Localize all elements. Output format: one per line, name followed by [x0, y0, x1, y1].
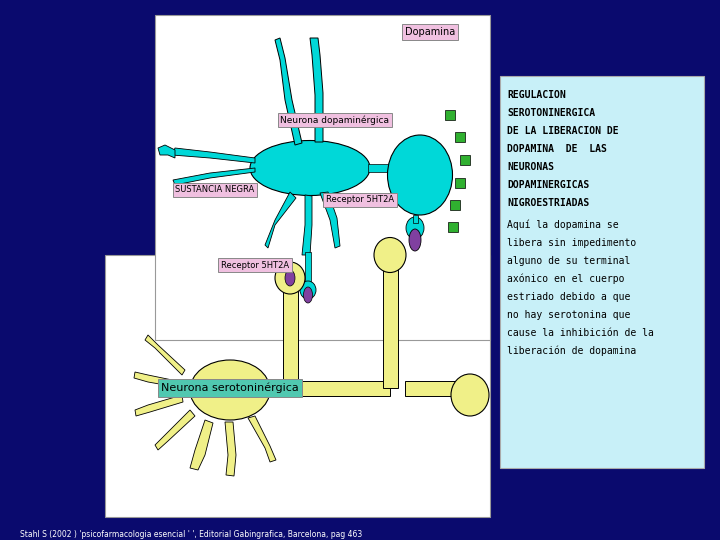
Polygon shape: [275, 38, 302, 145]
Ellipse shape: [300, 281, 316, 299]
Polygon shape: [134, 372, 182, 388]
Polygon shape: [248, 416, 276, 462]
Text: cause la inhibición de la: cause la inhibición de la: [507, 328, 654, 338]
Polygon shape: [158, 145, 175, 158]
Text: REGULACION: REGULACION: [507, 90, 566, 100]
Text: Neurona serotoninérgica: Neurona serotoninérgica: [161, 383, 299, 393]
Ellipse shape: [275, 262, 305, 294]
Text: SUSTANCIA NEGRA: SUSTANCIA NEGRA: [176, 186, 255, 194]
FancyBboxPatch shape: [455, 178, 465, 188]
Text: alguno de su terminal: alguno de su terminal: [507, 256, 631, 266]
Text: liberación de dopamina: liberación de dopamina: [507, 346, 636, 356]
FancyArrow shape: [282, 283, 297, 388]
Polygon shape: [172, 148, 255, 163]
Text: DOPAMINA  DE  LAS: DOPAMINA DE LAS: [507, 144, 607, 154]
Polygon shape: [135, 395, 183, 416]
Text: Dopamina: Dopamina: [405, 27, 455, 37]
Text: Receptor 5HT2A: Receptor 5HT2A: [221, 260, 289, 269]
FancyBboxPatch shape: [155, 15, 490, 340]
FancyArrow shape: [382, 258, 397, 388]
Ellipse shape: [285, 270, 295, 286]
Polygon shape: [155, 410, 195, 450]
Text: DE LA LIBERACION DE: DE LA LIBERACION DE: [507, 126, 618, 136]
Text: DOPAMINERGICAS: DOPAMINERGICAS: [507, 180, 589, 190]
FancyArrow shape: [405, 381, 465, 395]
Text: SEROTONINERGICA: SEROTONINERGICA: [507, 108, 595, 118]
Ellipse shape: [190, 360, 270, 420]
Polygon shape: [320, 192, 340, 248]
Polygon shape: [173, 168, 255, 185]
Text: Aquí la dopamina se: Aquí la dopamina se: [507, 220, 618, 231]
Polygon shape: [225, 422, 236, 476]
Ellipse shape: [304, 287, 312, 303]
FancyBboxPatch shape: [445, 110, 455, 120]
Polygon shape: [265, 192, 296, 248]
Polygon shape: [310, 38, 323, 142]
Text: axónico en el cuerpo: axónico en el cuerpo: [507, 274, 624, 285]
Text: Stahl S (2002 ) 'psicofarmacologia esencial ' ', Editorial Gabingrafica, Barcelo: Stahl S (2002 ) 'psicofarmacologia esenc…: [20, 530, 362, 539]
Ellipse shape: [250, 140, 370, 195]
Polygon shape: [302, 195, 312, 255]
Text: NIGROESTRIADAS: NIGROESTRIADAS: [507, 198, 589, 208]
FancyArrow shape: [368, 164, 400, 172]
FancyArrow shape: [270, 381, 390, 395]
Text: Neurona dopaminérgica: Neurona dopaminérgica: [281, 115, 390, 125]
Ellipse shape: [374, 238, 406, 273]
FancyBboxPatch shape: [105, 255, 490, 517]
FancyArrow shape: [305, 252, 311, 282]
Text: NEURONAS: NEURONAS: [507, 162, 554, 172]
FancyBboxPatch shape: [460, 155, 470, 165]
Text: Receptor 5HT2A: Receptor 5HT2A: [326, 195, 394, 205]
Ellipse shape: [409, 229, 421, 251]
Ellipse shape: [387, 135, 452, 215]
Ellipse shape: [406, 217, 424, 239]
Polygon shape: [145, 335, 185, 375]
FancyBboxPatch shape: [455, 132, 465, 142]
Text: no hay serotonina que: no hay serotonina que: [507, 310, 631, 320]
FancyBboxPatch shape: [448, 222, 458, 232]
FancyBboxPatch shape: [500, 76, 704, 468]
Text: libera sin impedimento: libera sin impedimento: [507, 238, 636, 248]
Polygon shape: [190, 420, 213, 470]
Ellipse shape: [451, 374, 489, 416]
FancyArrow shape: [413, 215, 418, 223]
FancyBboxPatch shape: [450, 200, 460, 210]
Text: estriado debido a que: estriado debido a que: [507, 292, 631, 302]
